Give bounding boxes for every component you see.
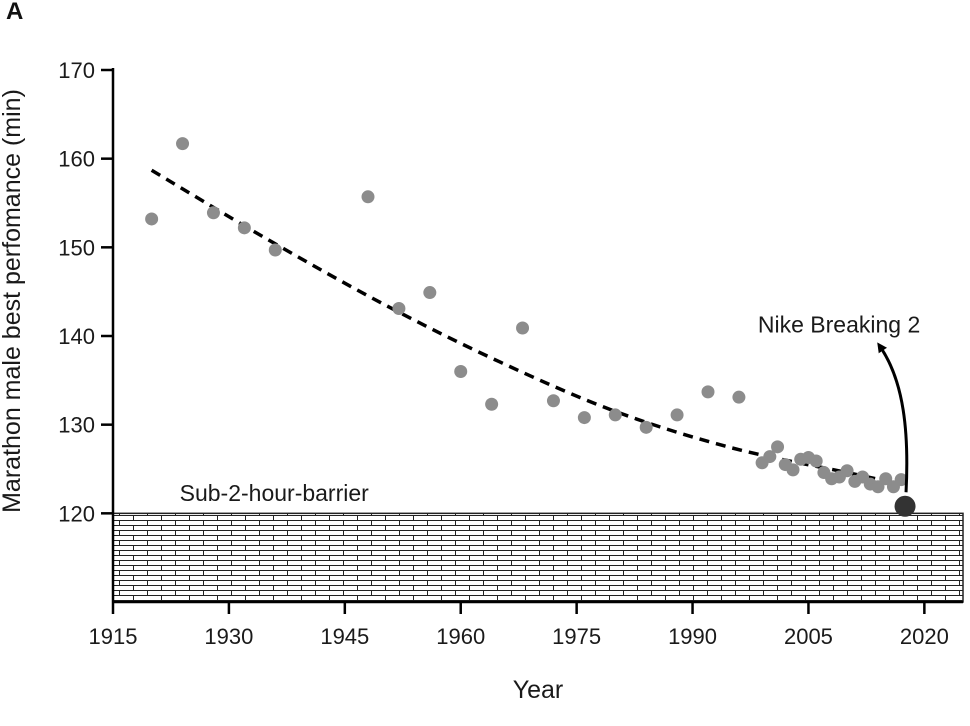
data-point: [871, 480, 885, 494]
data-point: [670, 408, 684, 422]
breaking2-point: [894, 495, 916, 517]
data-point: [176, 137, 190, 151]
x-tick-label: 1915: [89, 624, 138, 649]
nike-breaking-2-label: Nike Breaking 2: [758, 311, 920, 337]
data-point: [546, 394, 560, 408]
data-point: [894, 473, 908, 487]
data-point: [268, 243, 282, 257]
x-axis-title: Year: [513, 676, 564, 704]
data-point: [392, 302, 406, 316]
y-axis-title: Marathon male best perfomance (min): [0, 89, 26, 513]
data-point: [145, 212, 159, 226]
data-point: [763, 450, 777, 464]
data-point: [840, 464, 854, 478]
data-point: [786, 463, 800, 477]
x-tick-label: 1960: [436, 624, 485, 649]
x-tick-label: 2020: [900, 624, 949, 649]
data-point: [516, 321, 530, 335]
x-tick-label: 1930: [204, 624, 253, 649]
panel-label: A: [6, 0, 24, 25]
data-point: [423, 286, 437, 300]
data-point: [237, 221, 251, 235]
x-tick-label: 2005: [784, 624, 833, 649]
y-tick-label: 150: [58, 235, 95, 260]
x-tick-label: 1990: [668, 624, 717, 649]
data-point: [608, 408, 622, 422]
y-tick-label: 120: [58, 501, 95, 526]
data-point: [701, 385, 715, 399]
data-point: [809, 454, 823, 468]
y-tick-label: 130: [58, 413, 95, 438]
data-point: [206, 206, 220, 220]
sub-2-hour-barrier-region: [112, 512, 964, 603]
sub-2-hour-barrier-label: Sub-2-hour-barrier: [180, 480, 370, 506]
y-tick-label: 170: [58, 58, 95, 83]
breaking2-arrow: [877, 342, 909, 493]
data-point: [454, 364, 468, 378]
x-tick-label: 1945: [320, 624, 369, 649]
x-tick-label: 1975: [552, 624, 601, 649]
data-point: [577, 411, 591, 425]
y-tick-label: 160: [58, 147, 95, 172]
data-point: [879, 472, 893, 486]
data-point: [639, 420, 653, 434]
data-point: [732, 390, 746, 404]
y-tick-label: 140: [58, 324, 95, 349]
data-point: [771, 440, 785, 454]
data-point: [361, 190, 375, 204]
data-point: [485, 397, 499, 411]
